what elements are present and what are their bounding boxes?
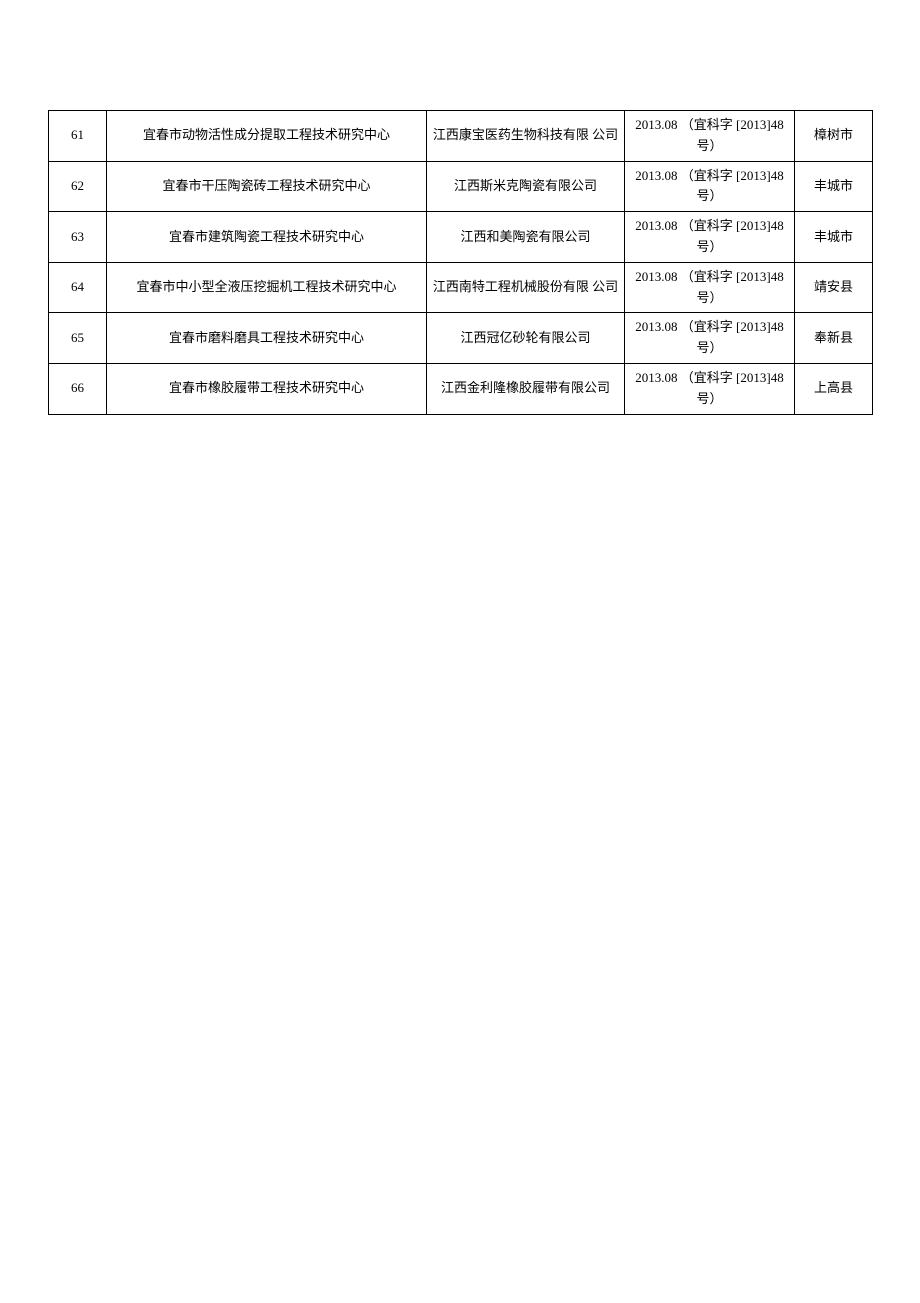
cell-company: 江西冠亿砂轮有限公司 — [427, 313, 625, 364]
table-row: 61宜春市动物活性成分提取工程技术研究中心江西康宝医药生物科技有限 公司2013… — [49, 111, 873, 162]
cell-company: 江西金利隆橡胶履带有限公司 — [427, 363, 625, 414]
cell-center: 宜春市中小型全液压挖掘机工程技术研究中心 — [107, 262, 427, 313]
cell-company: 江西斯米克陶瓷有限公司 — [427, 161, 625, 212]
table-row: 63宜春市建筑陶瓷工程技术研究中心江西和美陶瓷有限公司2013.08 （宜科字 … — [49, 212, 873, 263]
table-row: 65宜春市磨料磨具工程技术研究中心江西冠亿砂轮有限公司2013.08 （宜科字 … — [49, 313, 873, 364]
cell-date: 2013.08 （宜科字 [2013]48 号） — [625, 111, 795, 162]
cell-num: 63 — [49, 212, 107, 263]
table-row: 64宜春市中小型全液压挖掘机工程技术研究中心江西南特工程机械股份有限 公司201… — [49, 262, 873, 313]
cell-num: 64 — [49, 262, 107, 313]
cell-location: 丰城市 — [795, 212, 873, 263]
cell-date: 2013.08 （宜科字 [2013]48 号） — [625, 313, 795, 364]
cell-location: 奉新县 — [795, 313, 873, 364]
cell-center: 宜春市橡胶履带工程技术研究中心 — [107, 363, 427, 414]
cell-num: 65 — [49, 313, 107, 364]
table-row: 62宜春市干压陶瓷砖工程技术研究中心江西斯米克陶瓷有限公司2013.08 （宜科… — [49, 161, 873, 212]
cell-center: 宜春市干压陶瓷砖工程技术研究中心 — [107, 161, 427, 212]
cell-location: 丰城市 — [795, 161, 873, 212]
cell-num: 62 — [49, 161, 107, 212]
cell-center: 宜春市磨料磨具工程技术研究中心 — [107, 313, 427, 364]
cell-date: 2013.08 （宜科字 [2013]48 号） — [625, 363, 795, 414]
cell-date: 2013.08 （宜科字 [2013]48 号） — [625, 161, 795, 212]
cell-num: 66 — [49, 363, 107, 414]
cell-location: 上高县 — [795, 363, 873, 414]
research-centers-table: 61宜春市动物活性成分提取工程技术研究中心江西康宝医药生物科技有限 公司2013… — [48, 110, 873, 415]
cell-num: 61 — [49, 111, 107, 162]
cell-company: 江西康宝医药生物科技有限 公司 — [427, 111, 625, 162]
cell-location: 靖安县 — [795, 262, 873, 313]
cell-company: 江西南特工程机械股份有限 公司 — [427, 262, 625, 313]
cell-date: 2013.08 （宜科字 [2013]48 号） — [625, 262, 795, 313]
cell-center: 宜春市动物活性成分提取工程技术研究中心 — [107, 111, 427, 162]
table-row: 66宜春市橡胶履带工程技术研究中心江西金利隆橡胶履带有限公司2013.08 （宜… — [49, 363, 873, 414]
cell-company: 江西和美陶瓷有限公司 — [427, 212, 625, 263]
cell-date: 2013.08 （宜科字 [2013]48 号） — [625, 212, 795, 263]
cell-location: 樟树市 — [795, 111, 873, 162]
cell-center: 宜春市建筑陶瓷工程技术研究中心 — [107, 212, 427, 263]
